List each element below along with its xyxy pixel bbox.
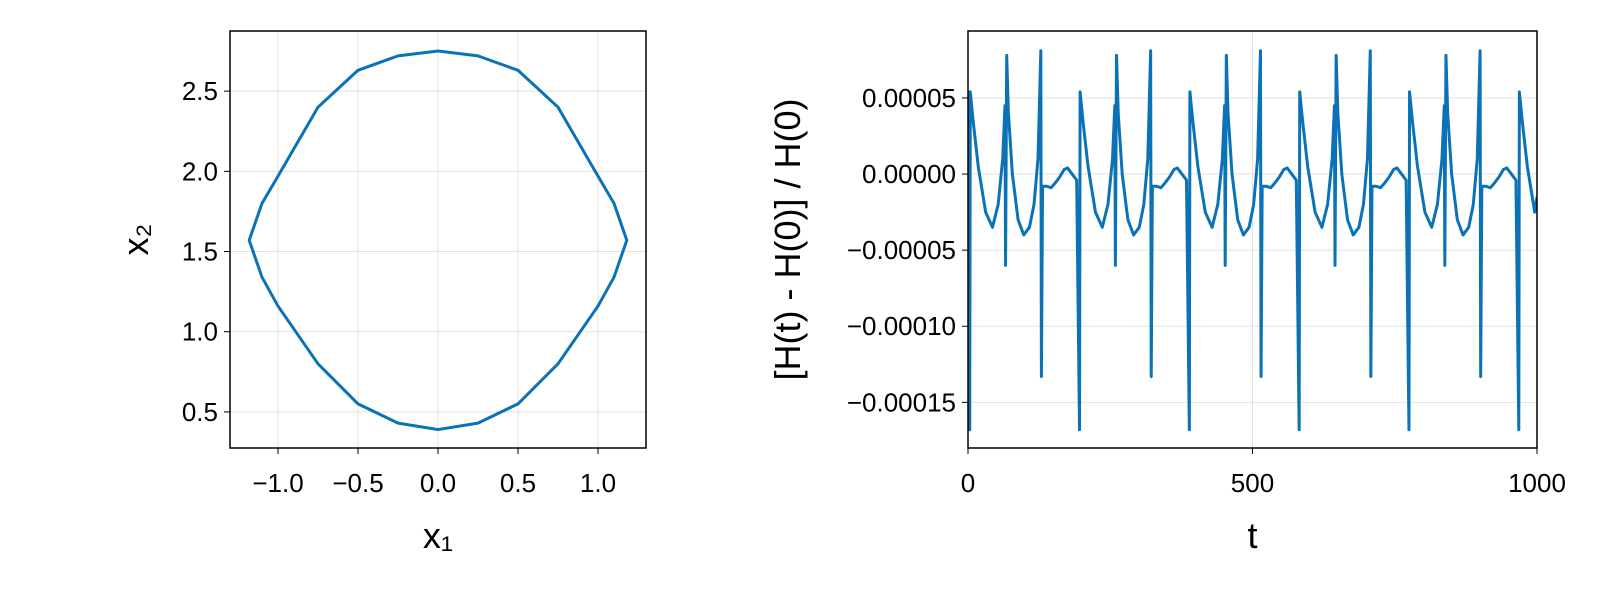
x-axis-label: x₁ (423, 515, 453, 556)
axes-frame (967, 30, 1538, 449)
x-tick-label: 1000 (1508, 468, 1566, 498)
y-axis-label: [H(t) - H(0)] / H(0) (767, 99, 808, 381)
y-tick-label: 0.5 (182, 397, 218, 427)
x-axis-label: t (1247, 515, 1257, 556)
data-line (968, 49, 1537, 432)
subplot: 0 500 1000 −0.00015 −0.00010 −0.00005 0.00000 0… (767, 30, 1566, 556)
y-tick-label: −0.00005 (847, 235, 956, 265)
y-tick-label: 0.00000 (862, 159, 956, 189)
x-tick-label: −0.5 (332, 468, 383, 498)
y-axis-label: x₂ (115, 224, 156, 256)
y-tick-label: 2.0 (182, 156, 218, 186)
x-tick-label: 0.0 (420, 468, 456, 498)
data-line (247, 49, 629, 432)
y-tick-label: −0.00010 (847, 311, 956, 341)
x-tick-label: −1.0 (252, 468, 303, 498)
y-tick-label: 0.00005 (862, 83, 956, 113)
x-tick-label: 500 (1231, 468, 1274, 498)
subplot: −1.0 −0.5 0.0 0.5 1.0 0.5 1.0 1.5 2.0 2.5 x₁ x₂ (115, 30, 647, 556)
y-tick-label: −0.00015 (847, 387, 956, 417)
y-tick-label: 1.5 (182, 237, 218, 267)
plot-area (247, 49, 629, 432)
y-tick-label: 1.0 (182, 317, 218, 347)
x-tick-label: 1.0 (580, 468, 616, 498)
axes-frame (229, 30, 647, 449)
plot-area (968, 49, 1537, 432)
y-tick-label: 2.5 (182, 76, 218, 106)
x-tick-label: 0 (961, 468, 975, 498)
x-tick-label: 0.5 (500, 468, 536, 498)
